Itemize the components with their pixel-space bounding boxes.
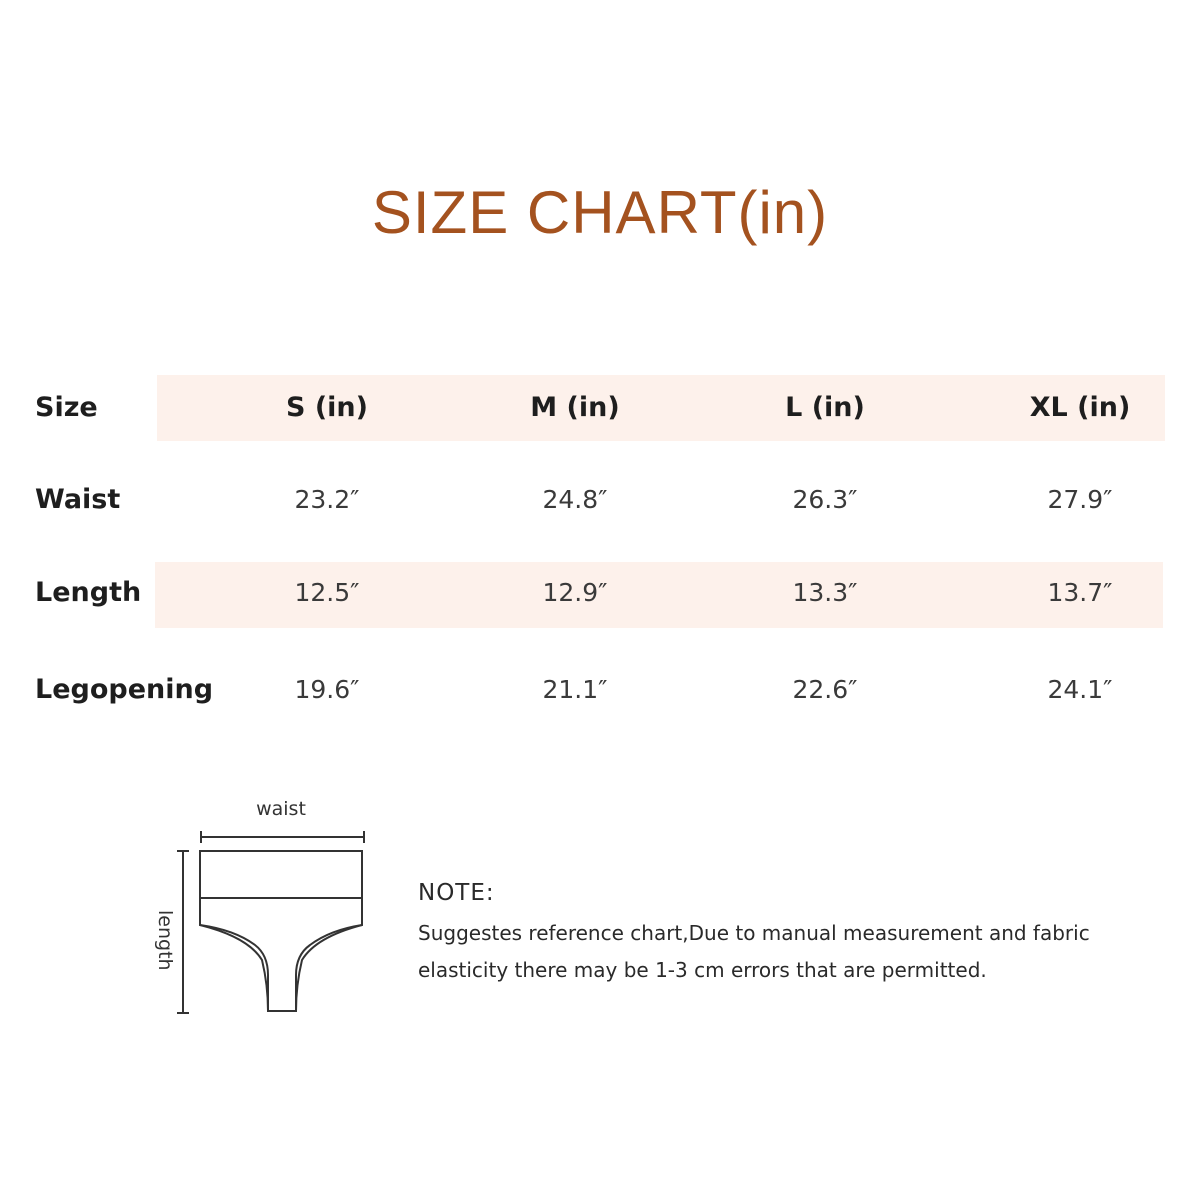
note-line-2: elasticity there may be 1-3 cm errors th…: [418, 958, 987, 982]
table-cell: 23.2″: [294, 485, 360, 514]
column-header: S (in): [285, 392, 368, 423]
table-cell: 12.5″: [294, 578, 360, 607]
table-cell: 19.6″: [294, 675, 360, 704]
table-row: Length 12.5″ 12.9″ 13.3″ 13.7″: [0, 573, 1200, 613]
table-cell: 12.9″: [542, 578, 608, 607]
note-heading: NOTE:: [418, 880, 495, 906]
note-line-1: Suggestes reference chart,Due to manual …: [418, 921, 1090, 945]
table-cell: 21.1″: [542, 675, 608, 704]
row-label: Waist: [35, 484, 121, 515]
table-cell: 24.8″: [542, 485, 608, 514]
column-header: XL (in): [1029, 392, 1131, 423]
table-cell: 22.6″: [792, 675, 858, 704]
table-row: Legopening 19.6″ 21.1″ 22.6″ 24.1″: [0, 670, 1200, 710]
page-title: SIZE CHART(in): [371, 179, 829, 246]
table-cell: 27.9″: [1047, 485, 1113, 514]
table-cell: 24.1″: [1047, 675, 1113, 704]
table-cell: 26.3″: [792, 485, 858, 514]
table-header-row: Size S (in) M (in) L (in) XL (in): [0, 388, 1200, 428]
column-header: L (in): [785, 392, 865, 423]
column-header: M (in): [530, 392, 620, 423]
table-cell: 13.3″: [792, 578, 858, 607]
length-band: [155, 562, 1163, 628]
length-label: length: [154, 910, 176, 971]
header-band: [157, 375, 1165, 441]
table-cell: 13.7″: [1047, 578, 1113, 607]
row-label: Size: [35, 392, 98, 423]
waist-label: waist: [256, 798, 306, 820]
table-row: Waist 23.2″ 24.8″ 26.3″ 27.9″: [0, 480, 1200, 520]
row-label: Legopening: [35, 674, 214, 705]
row-label: Length: [35, 577, 142, 608]
garment-outline: [199, 850, 363, 1012]
